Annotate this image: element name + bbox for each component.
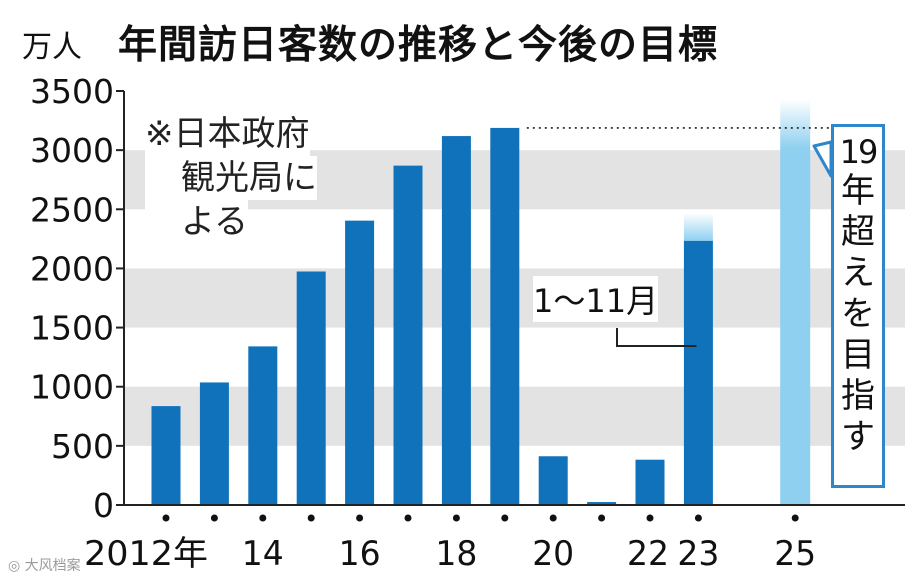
x-tick-label: 25 [774, 534, 816, 574]
x-tick-label: 20 [532, 534, 574, 574]
y-tick-label: 2000 [30, 249, 114, 288]
x-tick-dot [501, 514, 509, 522]
y-axis-unit: 万人 [22, 30, 82, 65]
target-callout-number: 19 [839, 133, 879, 171]
target-callout-char-3: え [841, 253, 875, 293]
chart-title: 年間訪日客数の推移と今後の目標 [118, 23, 719, 68]
y-tick-label: 2500 [30, 190, 114, 229]
y-tick-label: 500 [51, 427, 114, 466]
x-tick-dot [162, 514, 170, 522]
target-callout-char-4: を [841, 294, 875, 334]
x-tick-dot [791, 514, 799, 522]
target-callout-char-2: 超 [841, 212, 875, 252]
bar [345, 220, 375, 505]
watermark-logo-icon: ◎ [8, 558, 25, 574]
bar [393, 165, 423, 505]
x-tick-dot [404, 514, 412, 522]
x-tick-dot [646, 514, 654, 522]
bar [587, 502, 617, 505]
watermark-text: 大风档案 [24, 558, 81, 574]
y-tick-label: 1000 [30, 368, 114, 407]
partial-year-note: 1～11月 [533, 276, 659, 322]
x-tick-dot [598, 514, 606, 522]
y-tick-label: 3000 [30, 131, 114, 170]
bar-partial-extension [683, 212, 713, 241]
target-callout-char-6: 指 [841, 376, 875, 416]
source-note: ※日本政府 観光局に よる [145, 112, 317, 244]
x-tick-dot [259, 514, 267, 522]
bar [296, 271, 326, 505]
bar-target [780, 99, 811, 505]
source-note-line-3: よる [145, 200, 248, 244]
x-tick-dot [356, 514, 364, 522]
x-tick-dot [549, 514, 557, 522]
y-tick-label: 1500 [30, 309, 114, 348]
x-tick-dot [210, 514, 218, 522]
x-tick-dot [307, 514, 315, 522]
bar [248, 346, 278, 505]
x-tick-label: 16 [339, 534, 381, 574]
target-callout: 19 年 超 え を 目 指 す [831, 124, 885, 488]
y-tick-label: 0 [93, 486, 114, 525]
bar [441, 136, 471, 505]
source-note-line-1: ※日本政府 [145, 112, 310, 156]
bar [490, 127, 520, 505]
source-note-line-2: 観光局に [145, 156, 317, 200]
watermark: ◎ 大风档案 [8, 555, 81, 575]
x-tick-label: 18 [435, 534, 477, 574]
bar [538, 456, 568, 505]
x-tick-label: 2012年 [84, 534, 208, 574]
target-callout-char-5: 目 [841, 335, 875, 375]
x-tick-dot [694, 514, 702, 522]
bar [683, 240, 713, 506]
x-tick-label: 14 [242, 534, 284, 574]
y-tick-label: 3500 [30, 72, 114, 111]
x-tick-label: 23 [677, 534, 719, 574]
x-tick-dot [452, 514, 460, 522]
bar [635, 459, 665, 505]
target-callout-char-1: 年 [841, 171, 875, 211]
bar [199, 382, 229, 505]
target-callout-char-7: す [841, 417, 875, 457]
bar [151, 406, 181, 505]
partial-note-leader [616, 328, 697, 347]
x-tick-label: 22 [627, 534, 669, 574]
